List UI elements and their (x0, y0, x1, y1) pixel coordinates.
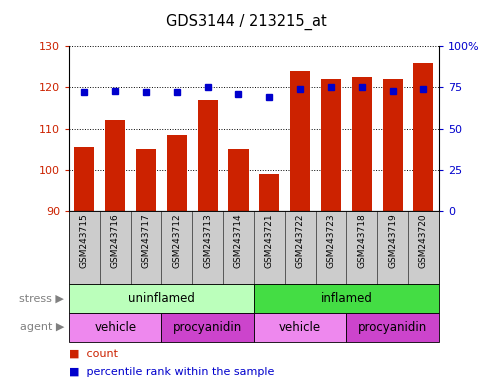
Text: stress ▶: stress ▶ (19, 293, 64, 304)
Bar (413, 63, 433, 211)
Bar (74, 147, 95, 211)
Bar (105, 121, 125, 211)
Bar (259, 174, 280, 211)
Bar (228, 149, 248, 211)
Text: GSM243719: GSM243719 (388, 213, 397, 268)
Text: GSM243722: GSM243722 (296, 213, 305, 268)
Bar (290, 71, 310, 211)
Text: procyanidin: procyanidin (173, 321, 242, 334)
Text: GSM243712: GSM243712 (173, 213, 181, 268)
Text: inflamed: inflamed (320, 292, 372, 305)
Bar (198, 100, 218, 211)
Text: GSM243720: GSM243720 (419, 213, 428, 268)
Bar (136, 149, 156, 211)
Text: uninflamed: uninflamed (128, 292, 195, 305)
Text: GDS3144 / 213215_at: GDS3144 / 213215_at (166, 13, 327, 30)
Text: GSM243713: GSM243713 (203, 213, 212, 268)
Bar (321, 79, 341, 211)
Text: procyanidin: procyanidin (358, 321, 427, 334)
Text: GSM243714: GSM243714 (234, 213, 243, 268)
Bar (167, 135, 187, 211)
Text: GSM243715: GSM243715 (80, 213, 89, 268)
Text: GSM243723: GSM243723 (326, 213, 335, 268)
Bar (383, 79, 403, 211)
Text: GSM243721: GSM243721 (265, 213, 274, 268)
Text: agent ▶: agent ▶ (20, 322, 64, 333)
Text: ■  count: ■ count (69, 349, 118, 359)
Text: ■  percentile rank within the sample: ■ percentile rank within the sample (69, 367, 275, 377)
Text: vehicle: vehicle (94, 321, 136, 334)
Text: vehicle: vehicle (279, 321, 321, 334)
Text: GSM243718: GSM243718 (357, 213, 366, 268)
Text: GSM243716: GSM243716 (111, 213, 120, 268)
Text: GSM243717: GSM243717 (141, 213, 150, 268)
Bar (352, 77, 372, 211)
